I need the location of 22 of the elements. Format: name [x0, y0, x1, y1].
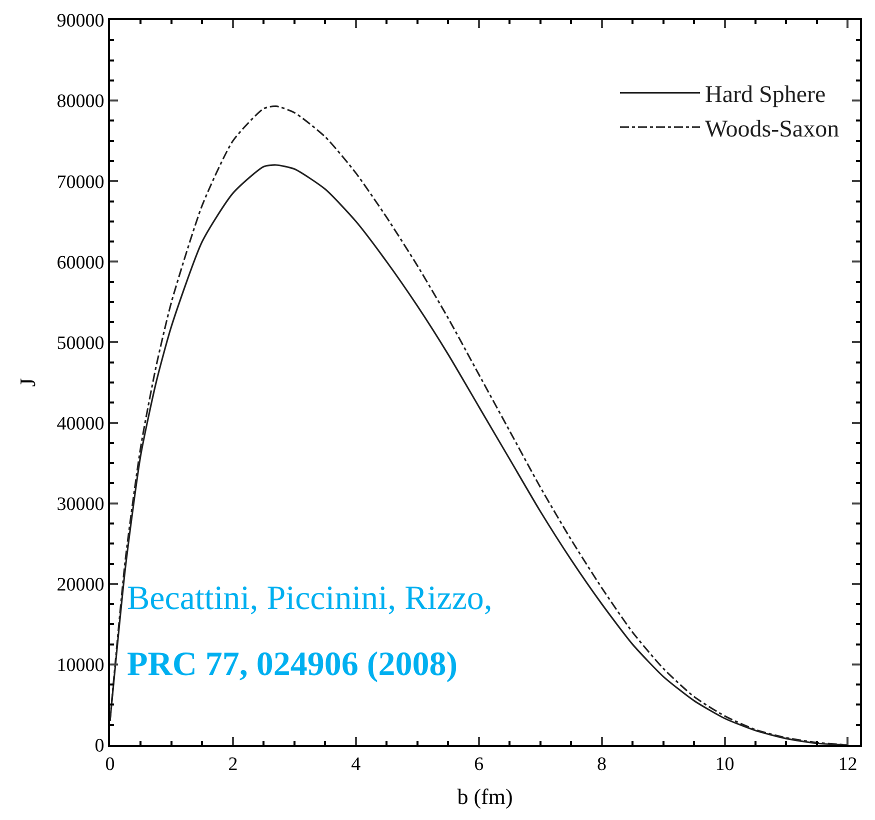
x-tick-label: 6: [474, 754, 484, 775]
y-axis-title: J: [15, 378, 40, 387]
annotation: Becattini, Piccinini, Rizzo,: [127, 580, 492, 617]
x-tick-label: 2: [228, 754, 238, 775]
x-tick-label: 10: [715, 754, 734, 775]
y-tick-label: 40000: [56, 413, 104, 434]
x-tick-label: 4: [351, 754, 362, 775]
x-tick-label: 8: [597, 754, 607, 775]
legend-label: Hard Sphere: [705, 82, 826, 108]
y-tick-label: 50000: [56, 332, 104, 354]
y-tick-label: 30000: [56, 494, 104, 515]
y-tick-label: 80000: [56, 91, 104, 112]
x-tick-label: 12: [838, 754, 858, 775]
annotation: PRC 77, 024906 (2008): [127, 646, 458, 683]
y-tick-label: 10000: [56, 655, 104, 676]
y-tick-label: 70000: [56, 172, 104, 193]
y-tick-label: 90000: [56, 10, 104, 32]
y-tick-label: 60000: [56, 252, 104, 274]
x-axis-title: b (fm): [457, 784, 513, 810]
y-tick-label: 0: [94, 736, 104, 757]
y-tick-label: 20000: [56, 574, 104, 596]
legend-label: Woods-Saxon: [705, 116, 840, 142]
